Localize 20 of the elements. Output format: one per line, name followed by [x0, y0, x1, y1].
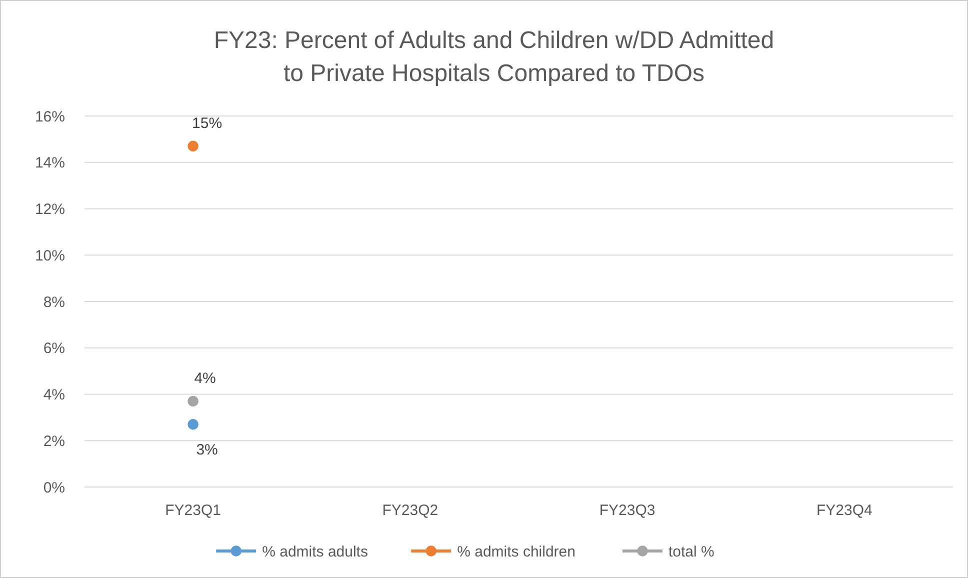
y-tick-label: 12%: [34, 201, 65, 218]
legend-label: % admits children: [457, 543, 576, 560]
data-label: 15%: [192, 115, 222, 132]
y-tick-label: 8%: [43, 294, 65, 311]
data-label: 4%: [194, 370, 216, 388]
y-tick-label: 14%: [34, 154, 65, 172]
x-tick-label: FY23Q4: [816, 502, 872, 519]
x-tick-label: FY23Q1: [165, 502, 221, 519]
chart-title: FY23: Percent of Adults and Children w/DD Admitted to Private Hospitals Compared to TDOs: [214, 27, 774, 87]
y-tick-label: 10%: [34, 247, 65, 264]
legend-label: % admits adults: [262, 543, 368, 560]
y-tick-label: 6%: [43, 340, 65, 358]
y-tick-label: 4%: [43, 386, 65, 404]
y-tick-label: 16%: [34, 108, 65, 126]
x-tick-label: FY23Q3: [599, 502, 656, 519]
legend-label: total %: [668, 543, 714, 560]
x-tick-label: FY23Q2: [382, 502, 438, 519]
y-tick-label: 0%: [43, 479, 65, 496]
y-tick-label: 2%: [43, 432, 65, 450]
data-label: 3%: [196, 441, 218, 458]
